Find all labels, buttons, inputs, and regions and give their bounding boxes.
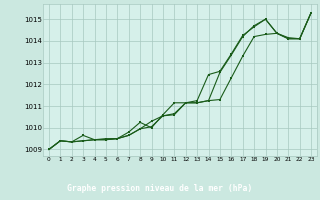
Text: Graphe pression niveau de la mer (hPa): Graphe pression niveau de la mer (hPa) (68, 184, 252, 193)
